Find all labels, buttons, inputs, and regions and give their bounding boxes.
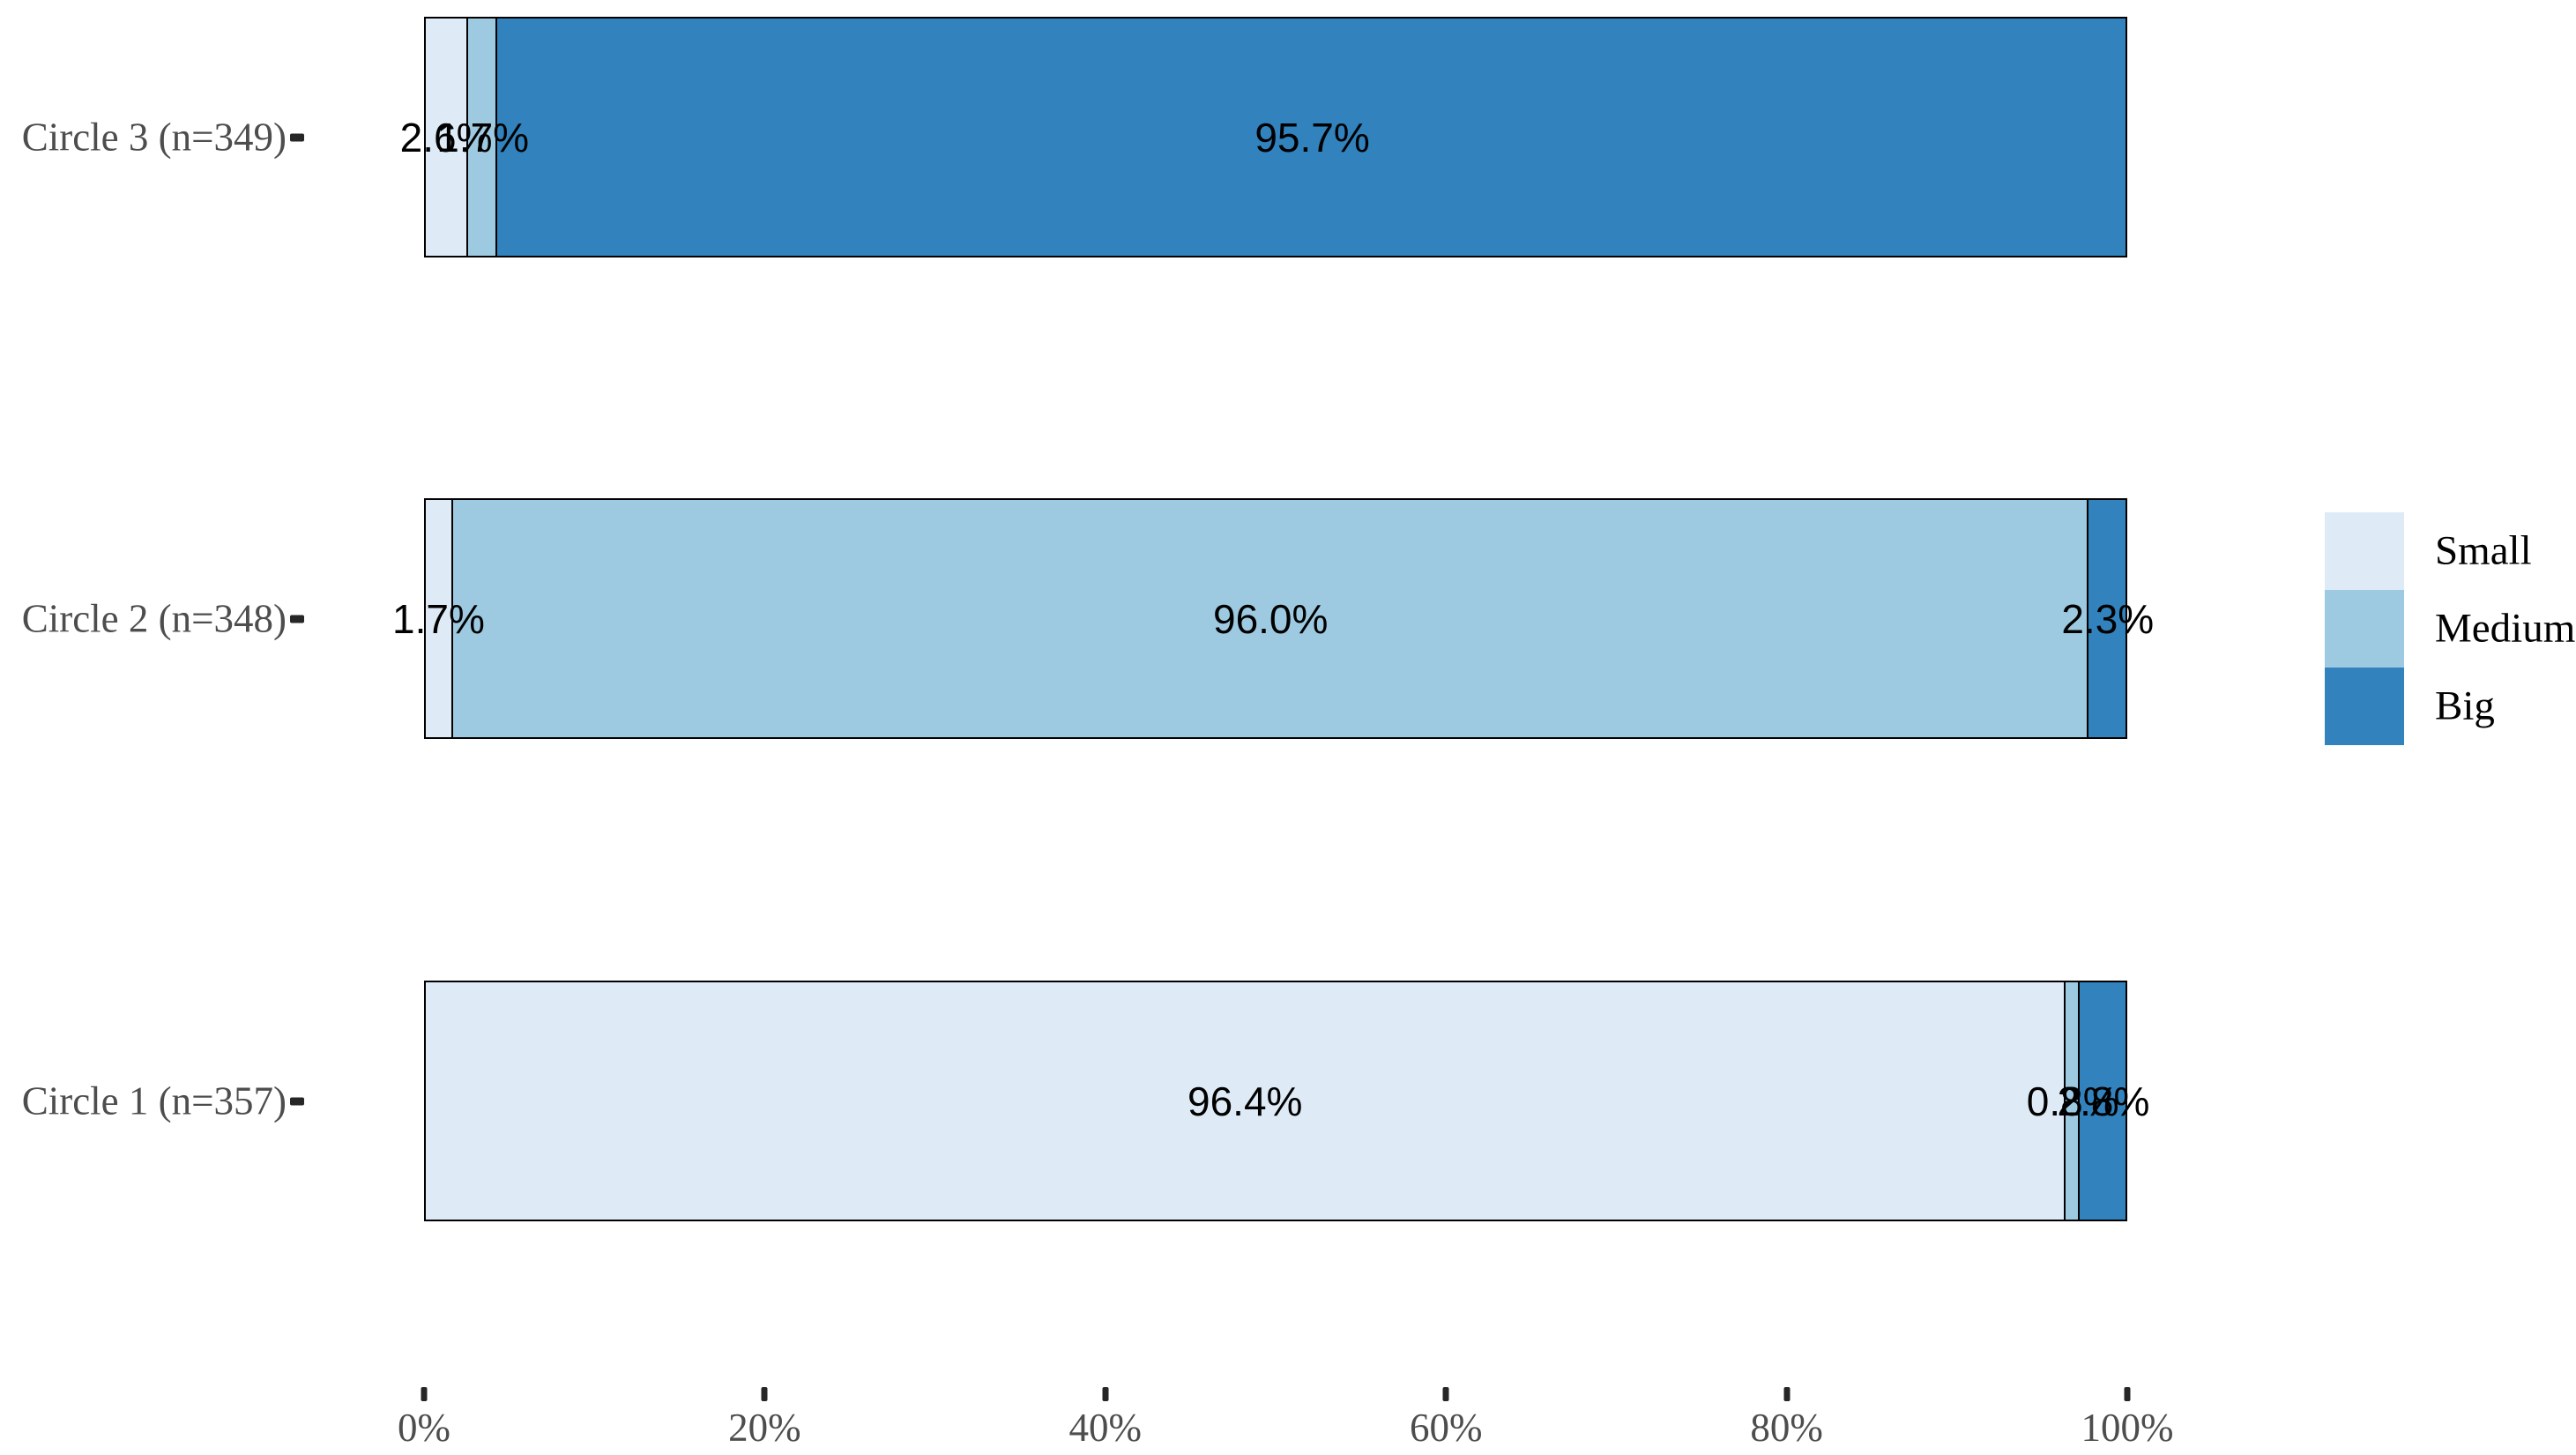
bar-row: 96.4% 0.8% 2.8% <box>424 981 2149 1221</box>
x-axis-tick <box>2124 1387 2131 1401</box>
x-axis-tick-label: 40% <box>1068 1406 1143 1450</box>
y-axis-label: Circle 2 (n=348) <box>21 596 287 640</box>
x-axis-tick-label: 20% <box>728 1406 801 1450</box>
legend-swatch-small <box>2325 512 2404 590</box>
bar-segment-small <box>424 981 2066 1221</box>
bar-segment-label: 2.3% <box>2061 595 2155 642</box>
legend-swatch-medium <box>2325 590 2404 668</box>
bar-segment-medium <box>466 17 498 257</box>
bar-segment-label: 96.0% <box>1212 595 1329 642</box>
y-axis-tick <box>290 133 304 141</box>
bar-segment-big <box>2077 981 2127 1221</box>
x-axis-tick-label: 100% <box>2081 1406 2174 1450</box>
legend-label: Big <box>2435 683 2495 729</box>
y-axis-label: Circle 1 (n=357) <box>21 1078 287 1123</box>
legend-label: Small <box>2435 527 2532 574</box>
legend-label: Medium <box>2435 605 2576 652</box>
y-axis-tick <box>290 615 304 623</box>
x-axis-tick-label: 0% <box>398 1406 450 1450</box>
bar-segment-label: 2.6% <box>399 114 493 160</box>
y-axis-tick <box>290 1097 304 1105</box>
bar-segment-label: 2.8% <box>2057 1078 2150 1124</box>
x-axis-tick <box>1442 1387 1449 1401</box>
bar-segment-big <box>495 17 2127 257</box>
bar-row: 2.6% 1.7% 95.7% <box>400 17 2127 257</box>
x-axis-tick <box>1783 1387 1791 1401</box>
x-axis-tick <box>761 1387 768 1401</box>
x-axis-tick-label: 80% <box>1750 1406 1823 1450</box>
bar-segment-label: 95.7% <box>1254 114 1370 160</box>
bar-segment-label: 1.7% <box>391 595 485 642</box>
x-axis-tick <box>421 1387 428 1401</box>
x-axis-tick-label: 60% <box>1409 1406 1483 1450</box>
bar-segment-medium <box>450 498 2088 739</box>
bar-segment-small <box>424 17 469 257</box>
bar-segment-label: 0.8% <box>2026 1078 2119 1124</box>
bar-segment-label: 96.4% <box>1187 1078 1303 1124</box>
x-axis-tick <box>1102 1387 1109 1401</box>
bar-segment-label: 1.7% <box>436 114 530 160</box>
bar-row: 1.7% 96.0% 2.3% <box>392 498 2154 739</box>
y-axis-label: Circle 3 (n=349) <box>21 115 287 159</box>
bar-segment-big <box>2086 498 2127 739</box>
legend-swatch-big <box>2325 668 2404 745</box>
